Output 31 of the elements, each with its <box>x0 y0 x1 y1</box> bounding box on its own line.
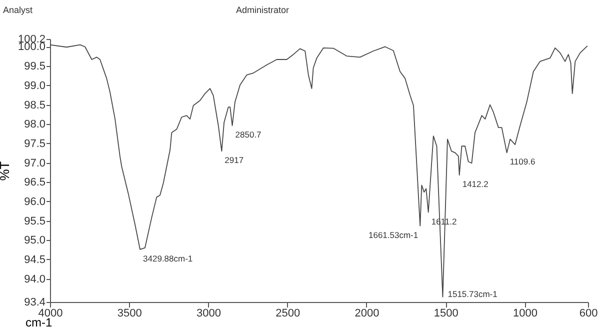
x-tick-label: 2500 <box>276 308 300 320</box>
y-tick-label: 95.0 <box>24 234 46 247</box>
x-tick-label: 1500 <box>434 308 458 320</box>
annotation: 2917 <box>224 155 244 166</box>
annotation: 2850.7 <box>235 130 262 140</box>
x-tick-label: 3500 <box>117 308 142 320</box>
x-tick-label: 2000 <box>354 308 380 320</box>
y-tick-label: 97.5 <box>24 138 46 150</box>
line-series <box>50 44 588 298</box>
annotation: 3429.88cm-1 <box>143 253 193 264</box>
text: Administrator <box>236 5 290 15</box>
y-tick-label: 99.0 <box>24 80 46 92</box>
y-tick-label: 96.0 <box>24 196 46 208</box>
y-tick-label: 99.5 <box>24 60 46 73</box>
x-tick-label: 1000 <box>512 308 538 320</box>
y-tick-label: 94.5 <box>24 254 46 266</box>
y-tick-label: 97.0 <box>24 157 46 170</box>
x-tick-label: 3000 <box>196 308 221 320</box>
y-tick-label: 98.5 <box>24 99 46 112</box>
y-tick-label: 94.0 <box>24 273 46 286</box>
y-axis-title: %T <box>0 161 12 181</box>
annotation: 1412.2 <box>462 179 489 190</box>
y-tick-label: 93.4 <box>24 296 46 308</box>
y-tick-label: 95.5 <box>24 215 46 228</box>
annotation: 1661.53cm-1 <box>368 230 418 240</box>
y-tick-label: 96.5 <box>24 176 46 189</box>
x-tick-label: 600 <box>579 308 598 320</box>
annotation: 1515.73cm-1 <box>448 288 498 299</box>
y-tick-label: 98.0 <box>24 118 46 131</box>
text: Analyst <box>3 5 34 15</box>
annotation: 1109.6 <box>510 156 536 167</box>
